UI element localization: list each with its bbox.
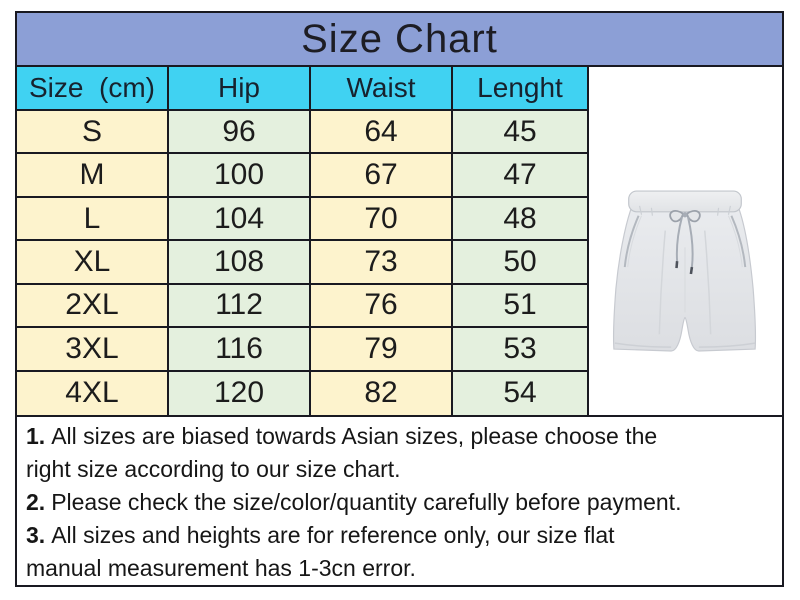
size-table: Size (cm) Hip Waist Lenght S 96 64 45 M … [17, 67, 589, 415]
table-row: L 104 70 48 [17, 197, 589, 242]
cell-hip: 116 [169, 328, 311, 372]
column-header-size: Size (cm) [17, 67, 169, 111]
cell-size: XL [17, 241, 169, 285]
cell-hip: 112 [169, 284, 311, 329]
cell-waist: 73 [311, 241, 453, 285]
note-number: 1. [26, 423, 46, 449]
table-header-row: Size (cm) Hip Waist Lenght [17, 67, 589, 111]
cell-waist: 70 [311, 197, 453, 242]
table-row: 3XL 116 79 53 [17, 328, 589, 372]
cell-size: M [17, 154, 169, 198]
cell-size: L [17, 197, 169, 242]
table-row: M 100 67 47 [17, 154, 589, 198]
size-chart-panel: Size Chart Size (cm) Hip Waist Lenght S … [15, 11, 784, 587]
cell-waist: 67 [311, 154, 453, 198]
cell-waist: 76 [311, 284, 453, 329]
chart-title-bar: Size Chart [17, 13, 782, 67]
cell-length: 50 [453, 241, 589, 285]
column-header-hip: Hip [169, 67, 311, 111]
table-row: 2XL 112 76 51 [17, 284, 589, 329]
cell-length: 45 [453, 111, 589, 155]
cell-hip: 120 [169, 371, 311, 415]
cell-size: 3XL [17, 328, 169, 372]
cell-waist: 64 [311, 111, 453, 155]
cell-length: 53 [453, 328, 589, 372]
table-row: 4XL 120 82 54 [17, 371, 589, 415]
notes-section: 1. All sizes are biased towards Asian siz… [17, 415, 782, 583]
cell-waist: 82 [311, 371, 453, 415]
cell-size: S [17, 111, 169, 155]
cell-waist: 79 [311, 328, 453, 372]
note-number: 3. [26, 522, 46, 548]
cell-length: 51 [453, 284, 589, 329]
note-number: 2. [26, 489, 46, 515]
cell-hip: 96 [169, 111, 311, 155]
product-photo [589, 67, 782, 415]
cell-hip: 104 [169, 197, 311, 242]
chart-body: Size (cm) Hip Waist Lenght S 96 64 45 M … [17, 67, 782, 415]
table-row: XL 108 73 50 [17, 241, 589, 285]
cell-hip: 100 [169, 154, 311, 198]
chart-title: Size Chart [301, 16, 498, 61]
cell-size: 2XL [17, 284, 169, 329]
column-header-waist: Waist [311, 67, 453, 111]
column-header-length: Lenght [453, 67, 589, 111]
note-item-3: 3. All sizes and heights are for referenc… [26, 522, 615, 581]
cell-size: 4XL [17, 371, 169, 415]
cell-length: 47 [453, 154, 589, 198]
cell-hip: 108 [169, 241, 311, 285]
shorts-image [612, 190, 757, 352]
cell-length: 48 [453, 197, 589, 242]
cell-length: 54 [453, 371, 589, 415]
table-row: S 96 64 45 [17, 111, 589, 155]
note-item-1: 1. All sizes are biased towards Asian siz… [26, 423, 658, 482]
note-item-2: 2. Please check the size/color/quantity c… [26, 489, 682, 515]
